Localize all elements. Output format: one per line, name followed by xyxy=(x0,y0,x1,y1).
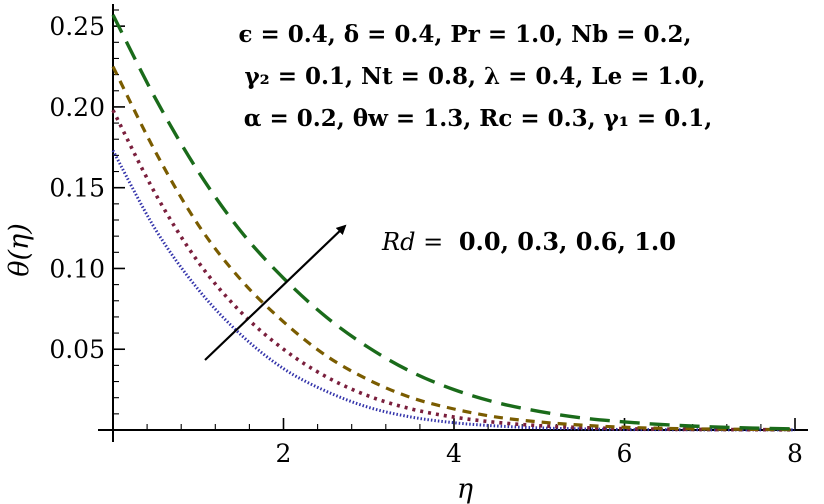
parameter-line-1: ϵ = 0.4, δ = 0.4, Pr = 1.0, Nb = 0.2, xyxy=(238,21,691,48)
series-line-3 xyxy=(111,65,796,432)
y-tick-label: 0.05 xyxy=(49,335,105,364)
series-line-4 xyxy=(111,14,796,431)
x-tick-label: 2 xyxy=(276,439,292,468)
x-tick-label: 6 xyxy=(617,439,633,468)
y-tick-label: 0.15 xyxy=(49,174,105,203)
x-tick-label: 8 xyxy=(787,439,803,468)
rd-values: 0.0, 0.3, 0.6, 1.0 xyxy=(459,227,676,256)
y-tick-label: 0.10 xyxy=(49,254,105,283)
rd-label: Rd = xyxy=(381,228,443,256)
increase-arrow xyxy=(204,224,347,361)
ticks: 2 4 6 8 0.05 0.10 0.15 0.20 0.25 xyxy=(49,9,803,468)
x-tick-label: 4 xyxy=(446,439,462,468)
rd-annotation: Rd = 0.0, 0.3, 0.6, 1.0 xyxy=(381,227,676,256)
y-axis-label: θ(η) xyxy=(4,223,35,277)
parameter-line-3: α = 0.2, θw = 1.3, Rc = 0.3, γ₁ = 0.1, xyxy=(244,105,712,132)
x-axis-label: η xyxy=(457,474,473,504)
parameter-line-2: γ₂ = 0.1, Nt = 0.8, λ = 0.4, Le = 1.0, xyxy=(244,63,705,90)
series-group xyxy=(111,14,796,432)
series-line-2 xyxy=(111,109,796,432)
y-tick-label: 0.20 xyxy=(49,93,105,122)
y-tick-label: 0.25 xyxy=(49,12,105,41)
